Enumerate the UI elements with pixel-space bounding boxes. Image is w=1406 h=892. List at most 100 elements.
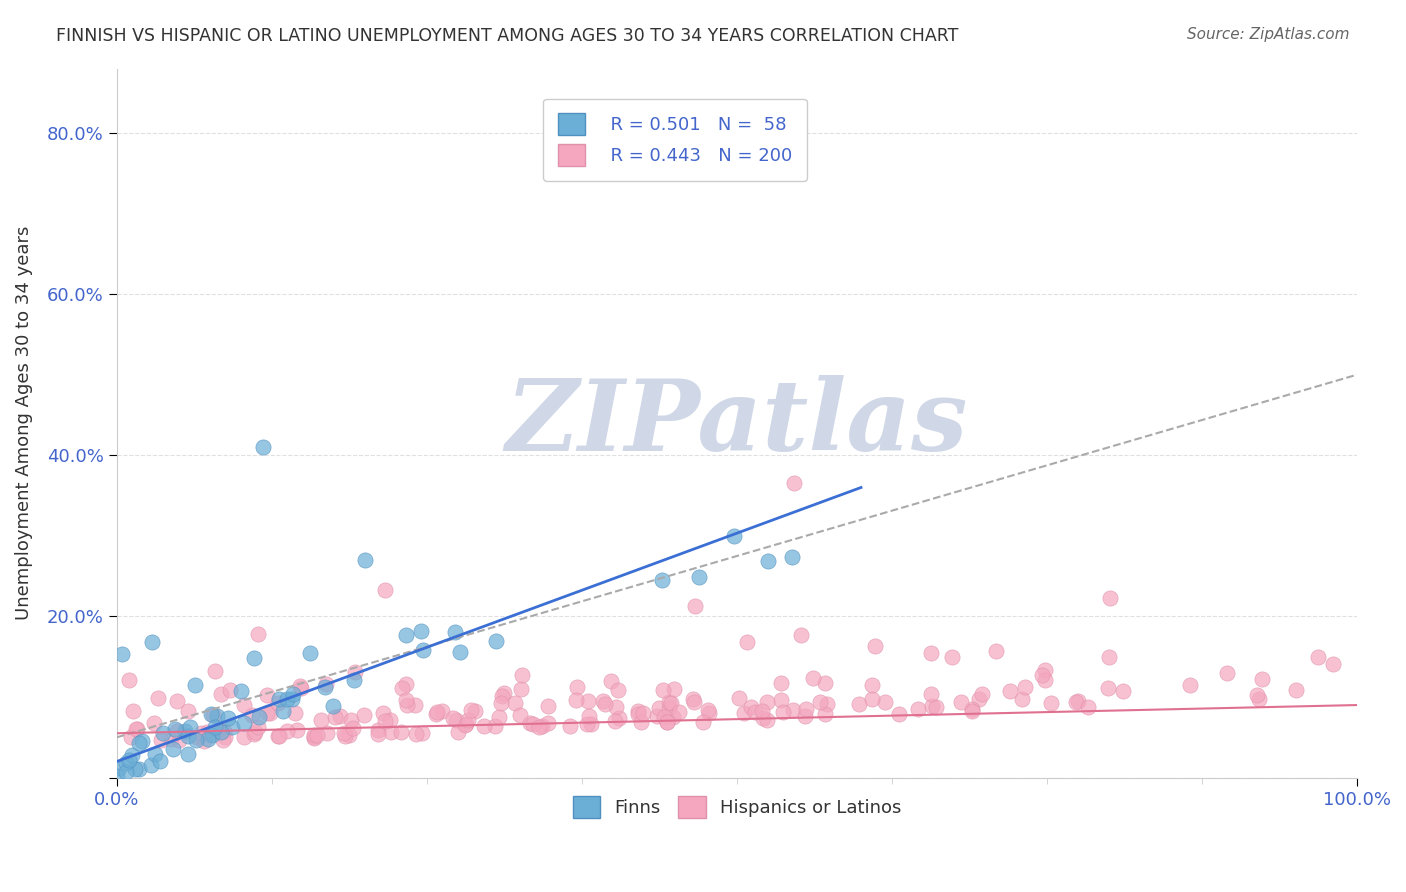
Point [246,720,269,734]
Point [124,762,146,776]
Point [1031,668,1053,682]
Point [460,703,482,717]
Point [688,570,710,584]
Point [197,731,219,746]
Point [1322,657,1344,671]
Point [1097,681,1119,695]
Point [658,695,681,709]
Point [658,701,681,715]
Point [271,705,294,719]
Point [117,673,139,687]
Point [219,683,242,698]
Point [697,703,720,717]
Point [209,725,232,739]
Point [214,731,236,745]
Point [579,716,602,731]
Point [662,682,685,697]
Point [652,682,675,697]
Point [1097,649,1119,664]
Point [699,706,721,721]
Point [193,734,215,748]
Point [290,679,312,693]
Point [565,680,588,694]
Y-axis label: Unemployment Among Ages 30 to 34 years: Unemployment Among Ages 30 to 34 years [15,226,32,620]
Point [441,711,464,725]
Point [200,727,222,741]
Point [1040,696,1063,710]
Point [374,714,396,728]
Point [860,691,883,706]
Point [668,706,690,720]
Point [285,723,308,737]
Point [411,726,433,740]
Text: ZIPatlas: ZIPatlas [506,375,969,471]
Point [627,705,650,719]
Point [231,683,253,698]
Point [404,698,426,712]
Point [627,707,650,722]
Point [801,671,824,685]
Point [115,756,138,770]
Point [232,715,254,730]
Point [425,707,447,722]
Point [986,644,1008,658]
Point [290,681,312,695]
Point [208,724,231,739]
Point [322,699,344,714]
Point [302,728,325,742]
Point [733,706,755,721]
Point [353,553,375,567]
Point [212,732,235,747]
Point [163,723,186,737]
Point [603,714,626,729]
Point [373,706,395,720]
Point [969,692,991,706]
Point [723,529,745,543]
Point [657,715,679,730]
Point [457,713,479,727]
Point [105,769,128,783]
Point [814,676,837,690]
Point [391,681,413,695]
Point [131,733,153,747]
Point [651,574,673,588]
Point [592,694,614,708]
Point [921,699,943,714]
Point [488,710,510,724]
Point [740,700,762,714]
Point [344,665,367,679]
Point [1033,673,1056,687]
Point [325,710,347,724]
Point [756,713,779,727]
Point [298,646,321,660]
Point [950,695,973,709]
Point [925,700,948,714]
Point [446,724,468,739]
Point [814,707,837,722]
Point [1284,683,1306,698]
Point [205,709,228,723]
Point [578,709,600,723]
Point [454,718,477,732]
Point [605,699,627,714]
Point [1178,678,1201,692]
Point [662,710,685,724]
Point [212,723,235,738]
Point [920,687,942,701]
Point [472,719,495,733]
Point [484,634,506,648]
Point [243,651,266,665]
Point [367,727,389,741]
Point [1000,684,1022,698]
Point [683,599,706,613]
Point [184,732,207,747]
Point [162,742,184,756]
Point [576,694,599,708]
Point [412,643,434,657]
Point [141,635,163,649]
Point [195,725,218,739]
Point [246,627,269,641]
Point [190,726,212,740]
Point [537,716,560,731]
Point [339,713,361,727]
